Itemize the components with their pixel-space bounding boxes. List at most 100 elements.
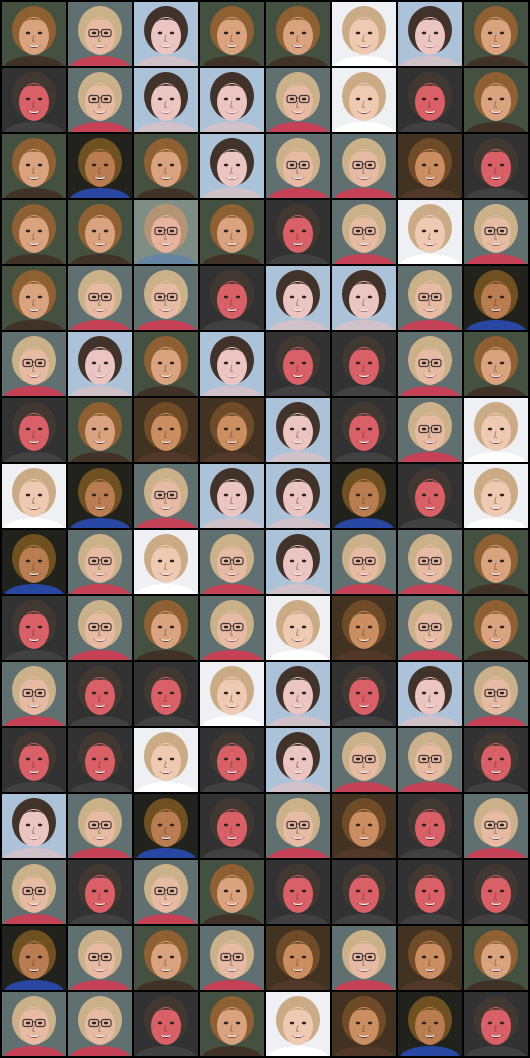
face-image [2,398,66,462]
face-image [332,530,396,594]
face-image [200,530,264,594]
face-image [332,68,396,132]
face-image [200,992,264,1056]
face-thumbnail [2,860,66,924]
face-thumbnail [68,266,132,330]
face-image [2,464,66,528]
face-thumbnail [332,794,396,858]
face-thumbnail [398,860,462,924]
face-thumbnail [2,662,66,726]
face-thumbnail [266,596,330,660]
face-thumbnail [134,68,198,132]
face-thumbnail [332,68,396,132]
face-thumbnail [398,332,462,396]
face-image [68,992,132,1056]
face-image [266,662,330,726]
face-thumbnail [2,794,66,858]
face-thumbnail [464,662,528,726]
face-image [398,2,462,66]
face-thumbnail [398,596,462,660]
face-image [68,596,132,660]
face-thumbnail [266,398,330,462]
face-image [464,332,528,396]
face-thumbnail [2,68,66,132]
face-thumbnail [68,332,132,396]
face-image [200,728,264,792]
face-image [332,992,396,1056]
face-image [266,266,330,330]
face-image [332,200,396,264]
face-thumbnail [464,926,528,990]
face-thumbnail [398,464,462,528]
face-thumbnail [200,332,264,396]
face-image [266,992,330,1056]
face-image [2,134,66,198]
face-thumbnail [134,200,198,264]
face-image [200,2,264,66]
face-thumbnail [2,200,66,264]
face-image [332,794,396,858]
face-thumbnail [200,68,264,132]
face-image [398,596,462,660]
face-thumbnail [464,860,528,924]
face-thumbnail [266,332,330,396]
face-image [332,728,396,792]
face-thumbnail [332,860,396,924]
face-image [134,398,198,462]
face-image [134,464,198,528]
face-image [134,266,198,330]
face-image [464,464,528,528]
face-thumbnail [266,464,330,528]
face-thumbnail [134,926,198,990]
face-thumbnail [200,728,264,792]
face-thumbnail [266,992,330,1056]
face-thumbnail [332,992,396,1056]
face-thumbnail [134,134,198,198]
face-image [464,860,528,924]
face-image [398,926,462,990]
face-image [200,332,264,396]
face-image [134,860,198,924]
face-thumbnail [2,926,66,990]
face-thumbnail [134,398,198,462]
face-thumbnail [332,662,396,726]
face-thumbnail [134,596,198,660]
face-thumbnail [266,68,330,132]
face-thumbnail [2,464,66,528]
face-thumbnail [2,398,66,462]
face-thumbnail [200,266,264,330]
face-thumbnail [398,266,462,330]
face-thumbnail [68,992,132,1056]
face-thumbnail [266,926,330,990]
face-thumbnail [464,398,528,462]
face-thumbnail [266,860,330,924]
face-image [464,596,528,660]
face-thumbnail [2,266,66,330]
face-thumbnail [200,464,264,528]
face-thumbnail [332,926,396,990]
face-thumbnail [68,398,132,462]
face-image [2,266,66,330]
face-thumbnail [464,464,528,528]
face-thumbnail [200,926,264,990]
face-thumbnail [134,464,198,528]
face-image [200,926,264,990]
face-image [332,266,396,330]
face-image [266,860,330,924]
face-thumbnail [68,794,132,858]
face-image [134,200,198,264]
face-thumbnail [68,530,132,594]
face-image [464,2,528,66]
face-image [134,68,198,132]
face-thumbnail [464,134,528,198]
face-thumbnail [332,596,396,660]
face-thumbnail [266,266,330,330]
face-image [398,662,462,726]
face-thumbnail [2,2,66,66]
face-image [332,134,396,198]
face-image [200,68,264,132]
face-image [398,464,462,528]
face-thumbnail [266,662,330,726]
face-thumbnail [68,200,132,264]
face-image [134,992,198,1056]
